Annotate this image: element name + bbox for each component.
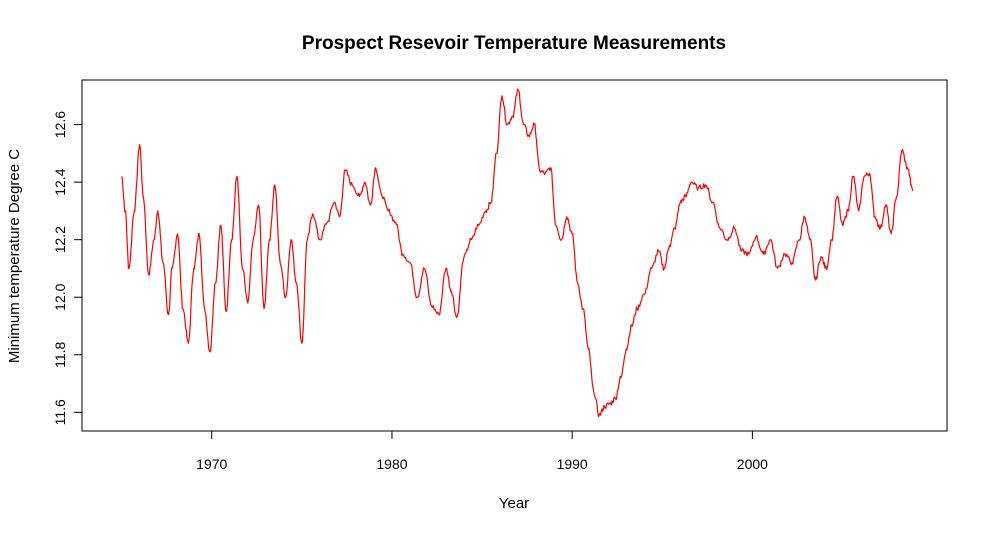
y-tick-label: 11.6: [52, 399, 68, 425]
x-tick-label: 1980: [376, 456, 407, 472]
plot-frame: [81, 79, 948, 432]
y-tick-label: 12.2: [52, 226, 68, 253]
chart-title: Prospect Resevoir Temperature Measuremen…: [302, 33, 726, 54]
y-tick-label: 12.4: [52, 168, 68, 195]
x-tick-label: 1970: [196, 456, 227, 472]
y-axis: 11.6 11.8 12.0 12.2 12.4 12.6: [52, 111, 83, 425]
x-tick-label: 2000: [737, 456, 768, 472]
series-line: [121, 88, 914, 418]
y-tick-label: 12.0: [52, 283, 68, 310]
x-axis: 1970 1980 1990 2000: [196, 430, 768, 472]
y-tick-label: 12.6: [52, 111, 68, 138]
series-layer: [121, 88, 914, 418]
x-axis-label: Year: [499, 495, 529, 512]
y-tick-label: 11.8: [52, 341, 68, 367]
y-axis-label: Minimum temperature Degree C: [6, 149, 23, 363]
x-tick-label: 1990: [557, 456, 588, 472]
